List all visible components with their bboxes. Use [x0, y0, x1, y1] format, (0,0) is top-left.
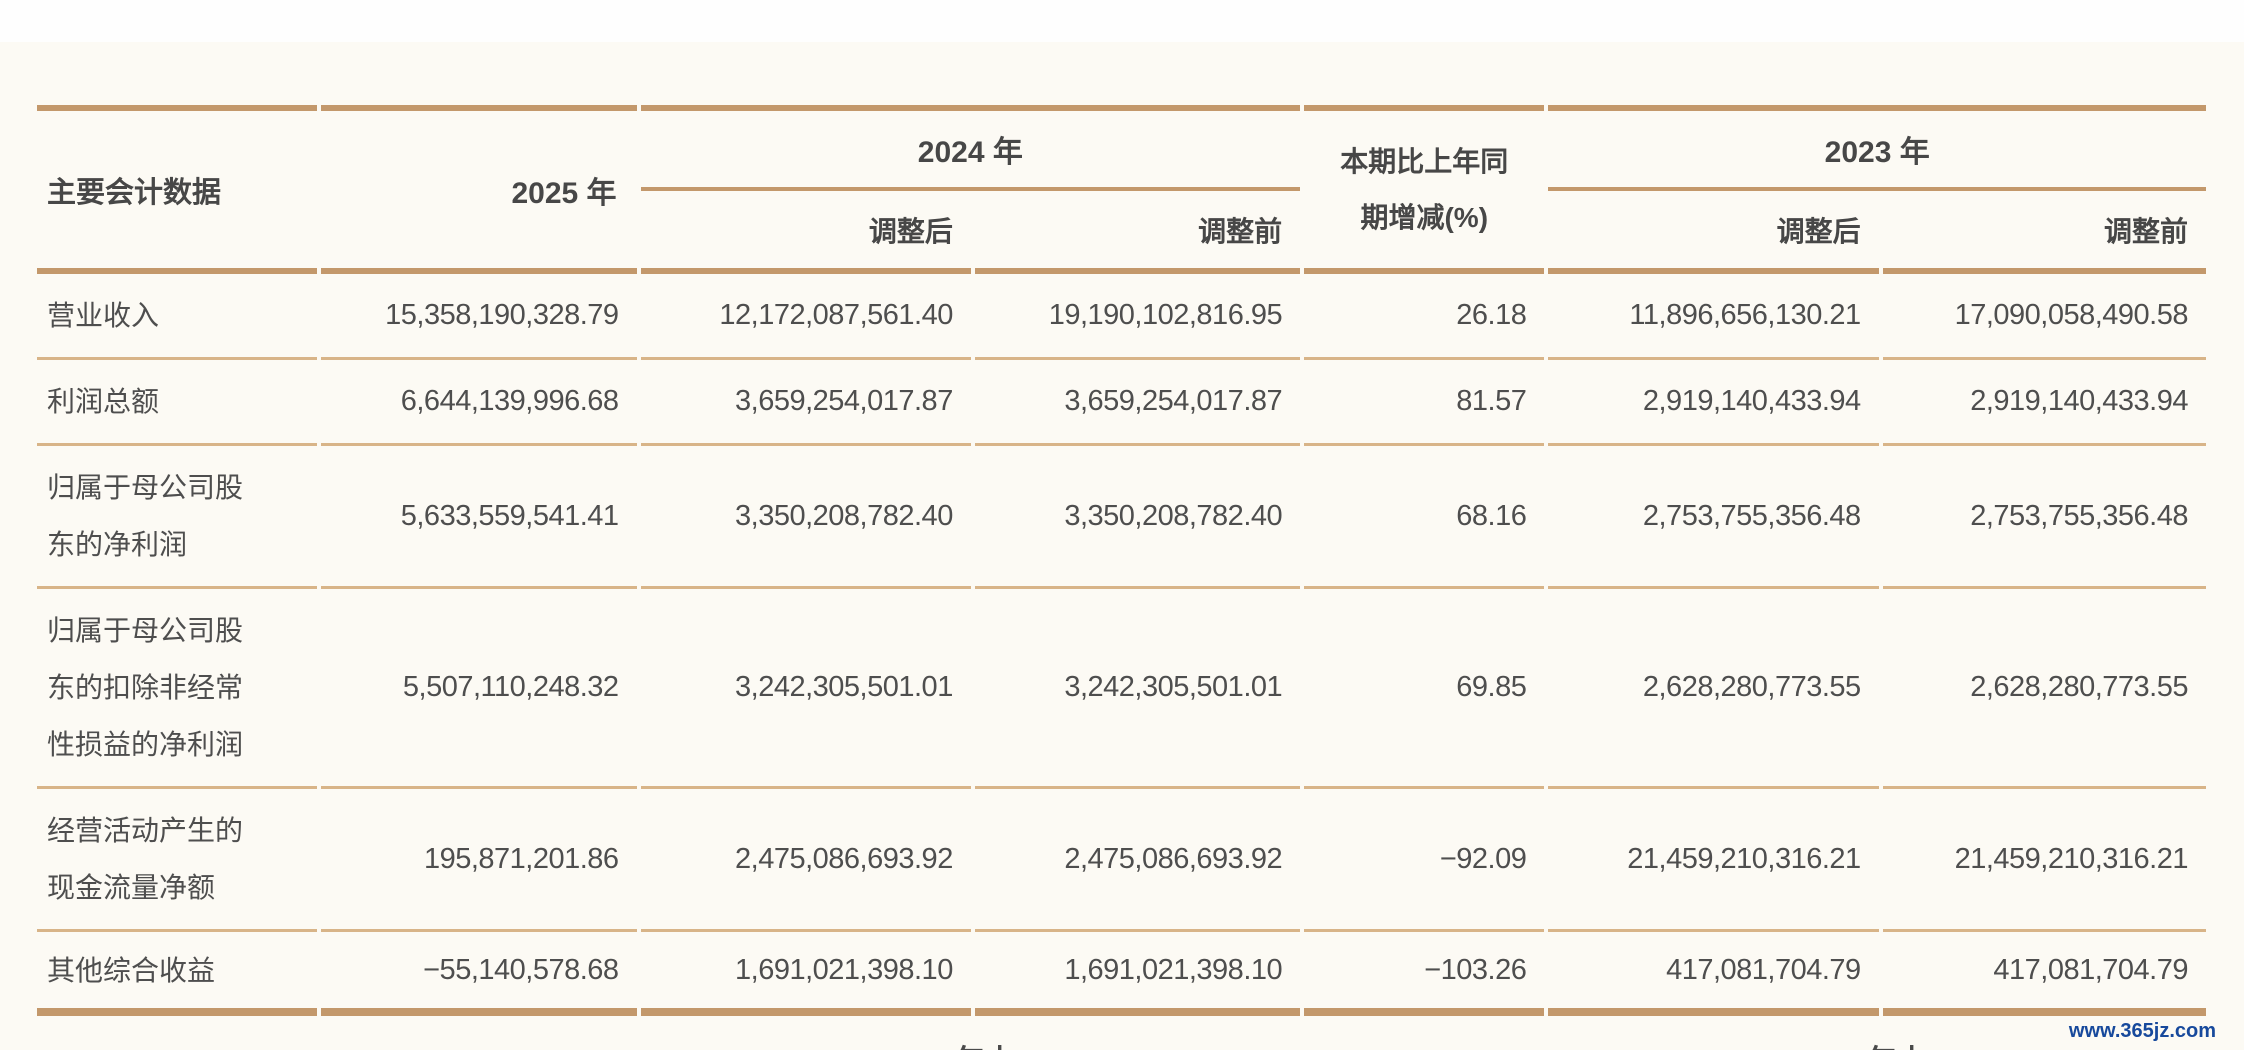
header-main-label: 主要会计数据 — [37, 105, 318, 274]
financial-table: 主要会计数据 2025 年 2024 年 本期比上年同 期增减(%) 2023 … — [33, 105, 2210, 1016]
cell-2024-after: 3,242,305,501.01 — [640, 589, 971, 789]
header-group-2024: 2024 年 — [640, 105, 1301, 191]
cell-change: 81.57 — [1304, 360, 1545, 446]
cell-2024-before: 2,475,086,693.92 — [974, 789, 1301, 932]
cell-2024-before: 1,691,021,398.10 — [974, 932, 1301, 1016]
cell-2023-after: 2,919,140,433.94 — [1548, 360, 1879, 446]
cell-2023-after: 11,896,656,130.21 — [1548, 274, 1879, 360]
cell-2024-after: 2,475,086,693.92 — [640, 789, 971, 932]
table-row-net-profit-excl-nonrecurring: 归属于母公司股东的扣除非经常性损益的净利润 5,507,110,248.32 3… — [37, 589, 2206, 789]
cell-2025: 15,358,190,328.79 — [321, 274, 637, 360]
table-row-net-profit-attributable: 归属于母公司股东的净利润 5,633,559,541.41 3,350,208,… — [37, 446, 2206, 589]
row-label: 归属于母公司股东的扣除非经常性损益的净利润 — [37, 589, 318, 789]
header-change-line2: 期增减(%) — [1360, 201, 1489, 233]
header-group-2023: 2023 年 — [1548, 105, 2206, 191]
row-label: 利润总额 — [37, 360, 318, 446]
header-change-line1: 本期比上年同 — [1340, 145, 1509, 177]
header-change-percent: 本期比上年同 期增减(%) — [1304, 105, 1545, 274]
cell-2023-before: 17,090,058,490.58 — [1882, 274, 2206, 360]
row-label: 其他综合收益 — [37, 932, 318, 1016]
header-year-2025: 2025 年 — [321, 105, 637, 274]
cell-2023-after: 21,459,210,316.21 — [1548, 789, 1879, 932]
header-2023-adjusted-before: 调整前 — [1882, 191, 2206, 274]
header-2024-adjusted-before: 调整前 — [974, 191, 1301, 274]
cell-change: 26.18 — [1304, 274, 1545, 360]
cell-2024-after: 3,350,208,782.40 — [640, 446, 971, 589]
cell-change: −92.09 — [1304, 789, 1545, 932]
cell-2025: 5,633,559,541.41 — [321, 446, 637, 589]
next-table-header-2023-end: 2023年末 — [1800, 1036, 1927, 1050]
watermark-link[interactable]: www.365jz.com — [2068, 1020, 2216, 1042]
header-row-subcolumns: 调整后 调整前 调整后 调整前 — [37, 191, 2206, 274]
row-label: 营业收入 — [37, 274, 318, 360]
cell-2023-after: 2,628,280,773.55 — [1548, 589, 1879, 789]
cell-change: −103.26 — [1304, 932, 1545, 1016]
cell-2023-after: 2,753,755,356.48 — [1548, 446, 1879, 589]
top-strip — [0, 0, 2244, 42]
table-row-total-profit: 利润总额 6,644,139,996.68 3,659,254,017.87 3… — [37, 360, 2206, 446]
cell-2024-before: 3,242,305,501.01 — [974, 589, 1301, 789]
row-label: 归属于母公司股东的净利润 — [37, 446, 318, 589]
cell-2024-before: 19,190,102,816.95 — [974, 274, 1301, 360]
cell-2023-before: 2,753,755,356.48 — [1882, 446, 2206, 589]
cell-change: 68.16 — [1304, 446, 1545, 589]
header-row-groups: 主要会计数据 2025 年 2024 年 本期比上年同 期增减(%) 2023 … — [37, 105, 2206, 274]
cell-2024-after: 12,172,087,561.40 — [640, 274, 971, 360]
cell-change: 69.85 — [1304, 589, 1545, 789]
cell-2025: 6,644,139,996.68 — [321, 360, 637, 446]
cell-2023-before: 417,081,704.79 — [1882, 932, 2206, 1016]
cell-2023-before: 2,628,280,773.55 — [1882, 589, 2206, 789]
cell-2025: 195,871,201.86 — [321, 789, 637, 932]
cell-2024-before: 3,350,208,782.40 — [974, 446, 1301, 589]
header-2023-adjusted-after: 调整后 — [1548, 191, 1879, 274]
cell-2023-before: 21,459,210,316.21 — [1882, 789, 2206, 932]
table-row-other-comprehensive-income: 其他综合收益 −55,140,578.68 1,691,021,398.10 1… — [37, 932, 2206, 1016]
cell-2025: 5,507,110,248.32 — [321, 589, 637, 789]
cell-2024-before: 3,659,254,017.87 — [974, 360, 1301, 446]
cell-2023-before: 2,919,140,433.94 — [1882, 360, 2206, 446]
next-table-header-2024-end: 2024年末 — [888, 1036, 1015, 1050]
table-row-operating-revenue: 营业收入 15,358,190,328.79 12,172,087,561.40… — [37, 274, 2206, 360]
cell-2024-after: 3,659,254,017.87 — [640, 360, 971, 446]
cell-2025: −55,140,578.68 — [321, 932, 637, 1016]
cell-2023-after: 417,081,704.79 — [1548, 932, 1879, 1016]
table-row-operating-cash-flow: 经营活动产生的现金流量净额 195,871,201.86 2,475,086,6… — [37, 789, 2206, 932]
header-2024-adjusted-after: 调整后 — [640, 191, 971, 274]
row-label: 经营活动产生的现金流量净额 — [37, 789, 318, 932]
cell-2024-after: 1,691,021,398.10 — [640, 932, 971, 1016]
